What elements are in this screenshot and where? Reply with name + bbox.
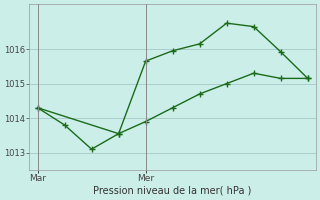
X-axis label: Pression niveau de la mer( hPa ): Pression niveau de la mer( hPa )	[93, 186, 252, 196]
